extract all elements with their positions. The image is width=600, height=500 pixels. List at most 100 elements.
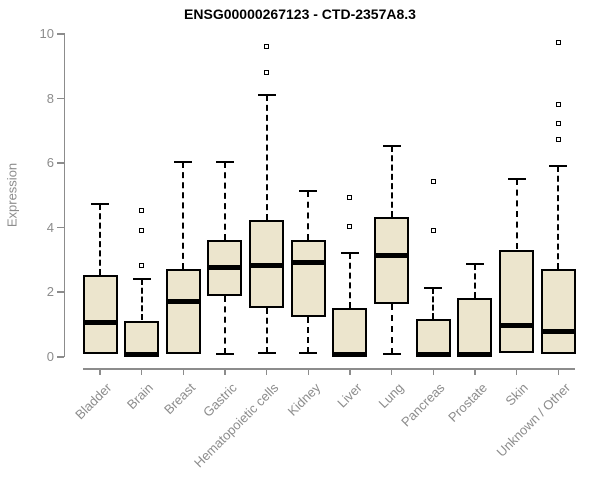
boxplot-median [332, 351, 368, 357]
boxplot-upper-whisker-cap [132, 277, 151, 280]
y-tick-label: 8 [46, 90, 54, 106]
y-tick-label: 6 [46, 155, 54, 171]
boxplot-lower-whisker-cap [382, 353, 401, 356]
boxplot-lower-whisker [265, 307, 268, 353]
outlier-point [555, 101, 561, 107]
x-tick [99, 368, 101, 375]
boxplot-median [82, 319, 118, 325]
boxplot-upper-whisker [223, 162, 226, 240]
y-tick-label: 4 [46, 219, 54, 235]
outlier-point [264, 43, 270, 49]
y-tick [57, 97, 64, 100]
x-tick [349, 368, 351, 375]
boxplot-upper-whisker-cap [549, 164, 568, 167]
boxplot-median [290, 259, 326, 265]
outlier-point [555, 40, 561, 46]
boxplot-median [415, 351, 451, 357]
x-tick-label: Breast [160, 380, 198, 418]
x-tick-label: Gastric [199, 380, 240, 420]
x-tick-label: Skin [502, 380, 532, 409]
boxplot-upper-whisker-cap [257, 93, 276, 96]
x-tick [224, 368, 226, 375]
boxplot-upper-whisker-cap [91, 203, 109, 206]
x-tick [515, 368, 518, 375]
boxplot-box [332, 307, 368, 356]
y-tick-label: 2 [46, 284, 54, 300]
x-tick [390, 368, 393, 375]
boxplot-upper-whisker [307, 191, 310, 240]
outlier-point [139, 208, 145, 214]
boxplot-upper-whisker [99, 204, 101, 276]
boxplot-upper-whisker-cap [424, 287, 443, 290]
boxplot-upper-whisker-cap [299, 190, 318, 193]
boxplot-upper-whisker-cap [507, 177, 526, 180]
boxplot-lower-whisker [307, 317, 310, 353]
x-tick-label: Bladder [72, 380, 115, 423]
outlier-point [264, 69, 270, 75]
boxplot-lower-whisker-cap [299, 351, 318, 354]
y-tick [57, 356, 64, 358]
outlier-point [139, 227, 145, 233]
boxplot-upper-whisker [265, 94, 268, 221]
outlier-point [430, 227, 436, 233]
boxplot-upper-whisker [390, 146, 393, 218]
boxplot-box [165, 268, 201, 355]
boxplot-box [374, 217, 410, 305]
y-tick [57, 226, 64, 229]
boxplot-lower-whisker-cap [257, 351, 276, 354]
outlier-point [347, 224, 353, 230]
boxplot-upper-whisker-cap [465, 263, 484, 266]
x-tick-label: Lung [375, 380, 407, 412]
x-tick-label: Brain [124, 380, 157, 413]
boxplot-lower-whisker-cap [215, 353, 234, 356]
y-tick-label: 0 [46, 349, 54, 364]
y-tick [57, 162, 64, 164]
outlier-point [555, 121, 561, 127]
boxplot-median [124, 351, 160, 357]
x-tick [182, 368, 185, 375]
y-tick [57, 291, 64, 293]
x-tick-label: Liver [334, 380, 365, 411]
boxplot-upper-whisker [557, 165, 560, 269]
outlier-point [430, 179, 436, 185]
boxplot-median [207, 264, 243, 270]
boxplot-median [374, 253, 410, 259]
boxplot-median [499, 322, 535, 328]
outlier-point [347, 195, 353, 201]
boxplot-median [540, 329, 576, 335]
x-tick [140, 368, 143, 375]
x-axis-line [83, 368, 575, 370]
boxplot-upper-whisker [140, 278, 143, 321]
y-tick-label: 10 [39, 26, 54, 42]
boxplot-lower-whisker [390, 304, 393, 355]
boxplot-median [249, 263, 285, 269]
boxplot-box [82, 275, 118, 355]
x-tick [557, 368, 559, 375]
boxplot-upper-whisker-cap [215, 161, 234, 164]
x-tick-label: Prostate [444, 380, 490, 425]
boxplot-median [457, 351, 493, 357]
boxplot-upper-whisker-cap [382, 145, 401, 148]
boxplot-median [165, 298, 201, 304]
boxplot-box [540, 268, 576, 355]
x-tick [474, 368, 476, 375]
boxplot-box [457, 297, 493, 356]
y-tick [57, 33, 64, 35]
boxplot-upper-whisker-cap [174, 161, 193, 164]
x-tick-label: Kidney [284, 380, 323, 419]
boxplot-upper-whisker [432, 288, 435, 319]
outlier-point [139, 263, 145, 269]
boxplot-upper-whisker [473, 264, 476, 298]
boxplot-box [290, 239, 326, 318]
x-tick-label: Pancreas [398, 380, 448, 430]
boxplot-upper-whisker [515, 178, 518, 250]
chart-title: ENSG00000267123 - CTD-2357A8.3 [184, 6, 416, 22]
boxplot-upper-whisker-cap [340, 251, 359, 254]
boxplot-upper-whisker [348, 252, 351, 308]
y-axis-line [63, 33, 65, 358]
x-tick [432, 368, 435, 375]
x-tick-label: Unknown / Other [493, 380, 573, 460]
boxplot-box [499, 249, 535, 353]
